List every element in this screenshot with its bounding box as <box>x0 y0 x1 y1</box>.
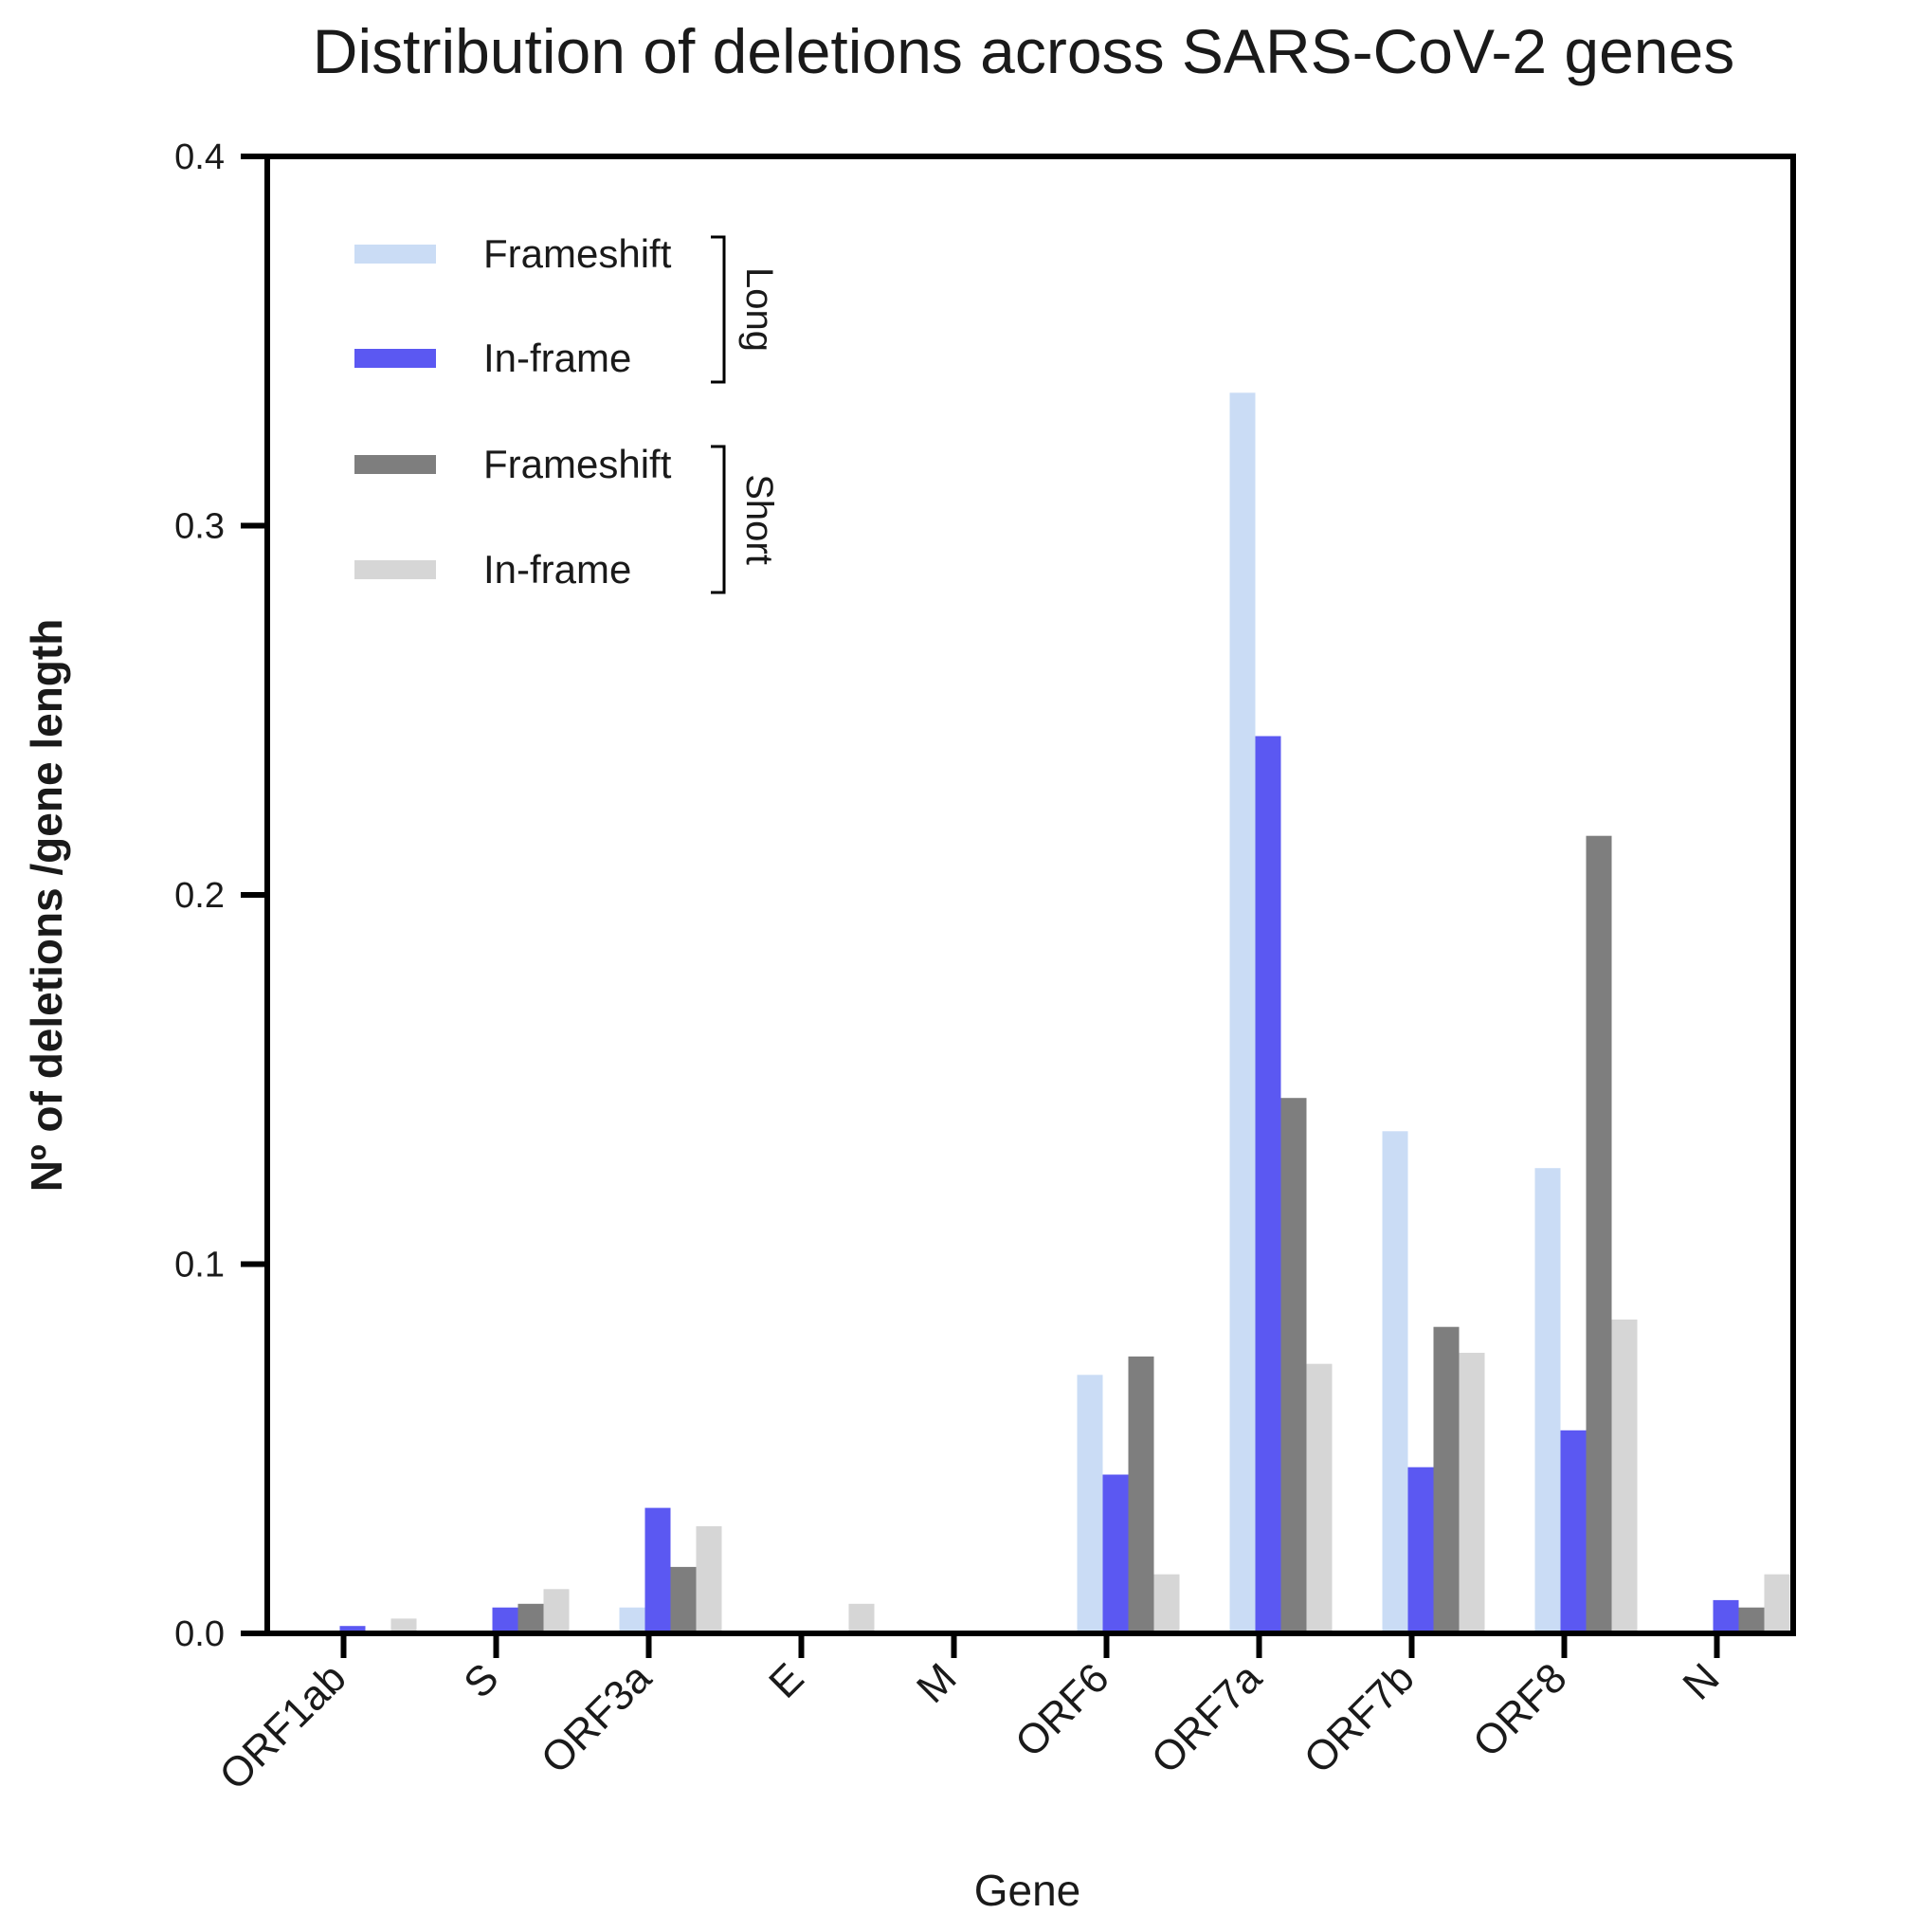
bar-long-frameshift-orf3a <box>619 1607 645 1633</box>
legend-bracket-long <box>711 235 726 384</box>
x-tick-label: ORF7b <box>1296 1654 1424 1782</box>
legend: Frameshift In-frame Frameshift In-frame Long… <box>354 231 780 594</box>
bar-long-frameshift-orf6 <box>1077 1375 1103 1633</box>
bar-long-in-frame-n <box>1713 1599 1739 1633</box>
y-tick-label: 0.4 <box>174 137 225 177</box>
bar-long-in-frame-orf7b <box>1407 1467 1434 1633</box>
x-tick-label: ORF6 <box>1007 1654 1118 1766</box>
legend-label: Frameshift <box>483 231 672 276</box>
x-tick-label: E <box>760 1654 812 1706</box>
bar-long-in-frame-orf7a <box>1255 736 1281 1633</box>
y-tick-label: 0.1 <box>174 1246 225 1285</box>
bar-long-frameshift-orf8 <box>1534 1168 1561 1633</box>
bar-short-frameshift-orf3a <box>670 1566 697 1633</box>
legend-group-label: Long <box>738 267 780 352</box>
bar-long-in-frame-orf8 <box>1560 1430 1587 1633</box>
bar-short-in-frame-orf7a <box>1306 1363 1333 1633</box>
bar-long-in-frame-orf6 <box>1102 1474 1129 1633</box>
legend-label: In-frame <box>483 547 631 592</box>
bar-long-frameshift-orf7a <box>1229 392 1256 1633</box>
x-axis-label: Gene <box>974 1866 1081 1915</box>
bar-short-frameshift-s <box>517 1603 544 1633</box>
bar-short-in-frame-e <box>848 1603 875 1633</box>
bar-short-in-frame-orf7b <box>1459 1353 1485 1633</box>
x-tick-label: ORF1ab <box>210 1654 354 1798</box>
y-axis-label: Nº of deletions /gene length <box>22 619 71 1193</box>
bar-short-frameshift-orf7b <box>1433 1326 1460 1633</box>
bars-layer <box>339 392 1790 1633</box>
legend-label: In-frame <box>483 336 631 380</box>
bar-long-in-frame-orf1ab <box>339 1626 366 1633</box>
x-tick-label: N <box>1674 1654 1728 1708</box>
legend-swatch-short-in-frame <box>354 560 436 579</box>
bar-short-in-frame-orf8 <box>1611 1319 1638 1633</box>
x-tick-label: ORF8 <box>1464 1654 1576 1766</box>
bar-short-in-frame-orf6 <box>1153 1574 1180 1633</box>
bar-short-frameshift-orf7a <box>1280 1098 1307 1633</box>
bar-long-in-frame-s <box>492 1607 518 1633</box>
x-tick-label: M <box>908 1654 966 1712</box>
bar-short-in-frame-orf3a <box>696 1526 722 1633</box>
y-tick-label: 0.2 <box>174 876 225 916</box>
legend-swatch-long-frameshift <box>354 245 436 264</box>
bar-long-in-frame-orf3a <box>644 1507 671 1633</box>
bar-long-frameshift-orf7b <box>1382 1131 1408 1633</box>
bar-short-in-frame-orf1ab <box>390 1618 417 1633</box>
x-tick-label: ORF3a <box>533 1654 661 1782</box>
bar-short-frameshift-orf8 <box>1586 835 1612 1633</box>
legend-swatch-short-frameshift <box>354 455 436 474</box>
y-tick-label: 0.0 <box>174 1614 225 1654</box>
bar-short-frameshift-n <box>1738 1607 1765 1633</box>
y-tick-label: 0.3 <box>174 507 225 547</box>
bar-short-in-frame-s <box>543 1589 570 1633</box>
bar-short-in-frame-n <box>1764 1574 1790 1633</box>
bar-short-frameshift-orf6 <box>1128 1356 1154 1633</box>
x-tick-label: S <box>455 1654 507 1706</box>
x-tick-label: ORF7a <box>1143 1654 1271 1782</box>
legend-label: Frameshift <box>483 442 672 486</box>
chart-title: Distribution of deletions across SARS-Co… <box>313 16 1734 86</box>
legend-bracket-short <box>711 445 726 594</box>
legend-group-label: Short <box>738 474 780 565</box>
legend-swatch-long-in-frame <box>354 349 436 368</box>
